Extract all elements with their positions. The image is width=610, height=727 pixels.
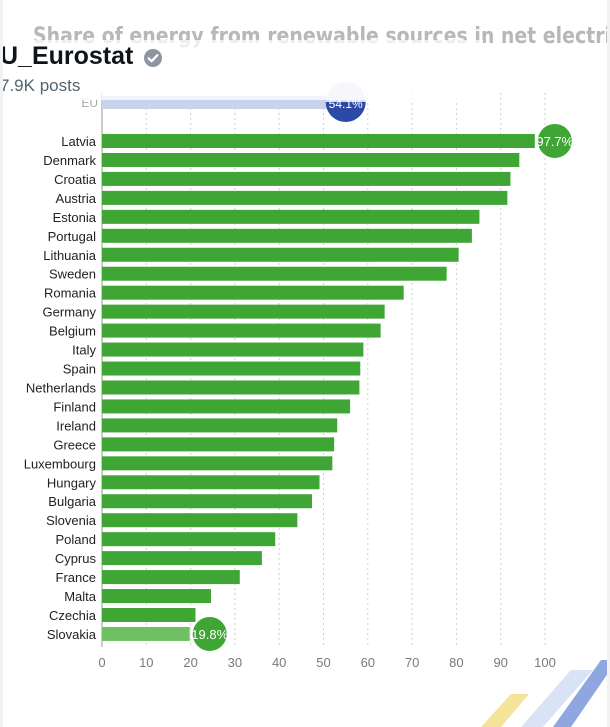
bar [102, 190, 508, 205]
x-tick-label: 20 [183, 655, 197, 670]
bar [102, 380, 360, 395]
x-tick-label: 10 [139, 655, 153, 670]
value-badges: 97.7% 19.8% [190, 122, 574, 653]
category-label: Hungary [47, 475, 97, 490]
bar [102, 589, 211, 604]
category-label: Bulgaria [48, 494, 96, 509]
category-label: Malta [64, 589, 97, 604]
post-count: 7.9K posts [3, 76, 81, 95]
bar [102, 361, 361, 376]
bar [102, 304, 385, 319]
category-label: France [56, 570, 96, 585]
value-badge-label: 19.8% [191, 627, 228, 642]
bar [102, 570, 240, 585]
bar [102, 134, 535, 148]
bar [102, 437, 335, 452]
bar [102, 626, 190, 641]
verified-badge-icon [144, 49, 162, 67]
bar [102, 532, 276, 547]
x-tick-label: 60 [361, 655, 375, 670]
category-label: Czechia [49, 608, 97, 623]
post-card: EU 54.1% Latvia Denmark Croatia Austria Eston… [3, 0, 607, 727]
bar [102, 342, 364, 357]
category-label: Luxembourg [24, 456, 96, 471]
category-label: Slovakia [47, 627, 97, 642]
chart-bars [102, 134, 535, 641]
value-badge-label: 97.7% [536, 134, 573, 149]
eu-reference-value: 54.1% [329, 97, 363, 111]
x-axis-ticks: 0 10 20 30 40 50 60 70 80 90 100 [98, 655, 555, 670]
category-label: Latvia [61, 134, 96, 149]
category-label: Netherlands [26, 380, 97, 395]
x-tick-label: 80 [449, 655, 463, 670]
category-labels: Latvia Denmark Croatia Austria Estonia Portug… [24, 134, 97, 642]
profile-header-overlay [3, 40, 483, 100]
account-name[interactable]: U_Eurostat [3, 42, 134, 70]
x-tick-label: 40 [272, 655, 286, 670]
eu-reference-badge [325, 102, 366, 122]
eurostat-logo-icon [481, 660, 607, 727]
bar [102, 551, 262, 566]
category-label: Denmark [43, 153, 96, 168]
bar [102, 608, 196, 622]
category-label: Austria [56, 191, 97, 206]
x-tick-label: 90 [493, 655, 507, 670]
category-label: Cyprus [55, 551, 97, 566]
bar [102, 494, 312, 509]
bar [102, 323, 381, 338]
bar [102, 247, 459, 262]
bar [102, 418, 338, 433]
category-label: Sweden [49, 267, 96, 282]
category-label: Romania [44, 286, 97, 301]
bar [102, 209, 480, 224]
category-label: Italy [72, 343, 96, 358]
x-tick-label: 0 [98, 655, 105, 670]
bar-chart: EU 54.1% LatviaDenmarkCroatiaAustriaEston… [24, 82, 574, 670]
bar [102, 152, 520, 167]
category-label: Finland [53, 399, 96, 414]
category-label: Lithuania [43, 248, 97, 263]
value-badge [190, 614, 229, 653]
category-label: Belgium [49, 324, 96, 339]
category-label: Ireland [56, 418, 96, 433]
category-label: Estonia [53, 210, 97, 225]
bar [102, 513, 298, 528]
category-label: Croatia [54, 172, 97, 187]
bar [102, 399, 351, 414]
x-tick-label: 100 [534, 655, 556, 670]
category-label: Greece [53, 437, 96, 452]
bar [102, 475, 320, 490]
category-label: Germany [43, 305, 97, 320]
category-label: Poland [56, 532, 96, 547]
category-label: Portugal [48, 229, 97, 244]
category-label: Spain [63, 362, 96, 377]
value-badge [535, 122, 574, 160]
bar [102, 456, 333, 471]
category-label: Slovenia [46, 513, 97, 528]
x-tick-label: 70 [405, 655, 419, 670]
x-tick-label: 50 [316, 655, 330, 670]
bar [102, 266, 447, 281]
bar [102, 171, 511, 186]
bar [102, 285, 404, 300]
bar [102, 228, 472, 243]
x-tick-label: 30 [228, 655, 242, 670]
